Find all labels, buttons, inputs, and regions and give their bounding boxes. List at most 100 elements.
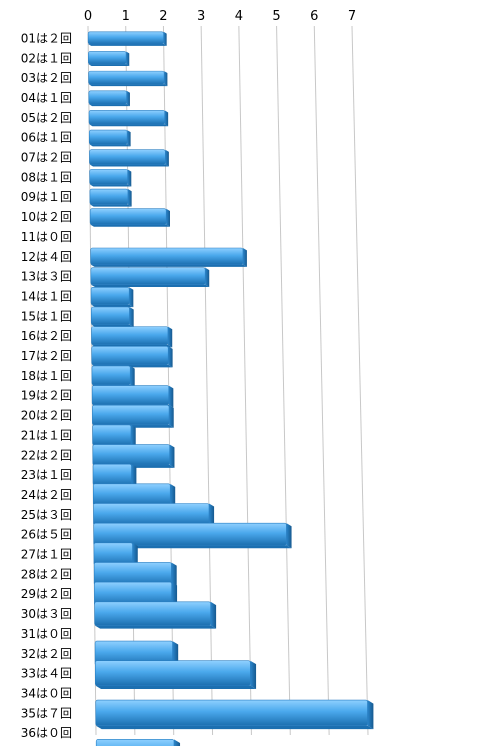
category-label: 12は４回	[21, 250, 72, 264]
category-label: 03は２回	[21, 71, 72, 85]
bar	[91, 365, 131, 386]
x-tick-label: 3	[197, 9, 205, 24]
gridline-x-7	[351, 25, 369, 736]
bar-bottom-face	[93, 545, 292, 549]
bar-end-cap	[169, 405, 174, 428]
category-label: 28は２回	[21, 567, 72, 581]
bar	[89, 208, 167, 225]
category-label: 04は１回	[21, 91, 72, 105]
bar-end-cap	[131, 464, 137, 488]
bar-bottom-face	[90, 284, 210, 288]
category-label: 20は２回	[21, 409, 72, 423]
bar	[91, 326, 169, 346]
category-label: 33は４回	[21, 667, 72, 681]
bar-end-cap	[127, 130, 131, 147]
category-label: 10は２回	[21, 210, 72, 224]
bar-end-cap	[169, 444, 175, 468]
category-label: 01は２回	[21, 31, 72, 45]
category-label: 16は２回	[21, 329, 72, 343]
category-label: 19は２回	[21, 389, 72, 403]
bar	[91, 345, 169, 366]
bar-end-cap	[168, 346, 173, 368]
bar-end-cap	[166, 208, 170, 227]
bar-end-cap	[205, 267, 210, 288]
gridline-x-5	[276, 25, 291, 736]
bar	[88, 70, 165, 85]
category-label: 30は３回	[21, 607, 72, 621]
bar-bottom-face	[95, 725, 374, 730]
gridline-x-6	[313, 25, 330, 736]
bar-bottom-face	[88, 84, 168, 87]
bar-bottom-face	[90, 224, 170, 227]
bar	[94, 601, 211, 626]
category-label: 06は１回	[21, 131, 72, 145]
bar	[90, 306, 130, 325]
bar-end-cap	[127, 169, 132, 187]
bar-end-cap	[167, 326, 173, 348]
bar	[95, 660, 251, 686]
bar-end-cap	[129, 306, 134, 328]
x-tick-label: 6	[310, 9, 318, 24]
bar	[93, 503, 210, 526]
bar	[90, 267, 206, 285]
bar-bottom-face	[89, 164, 169, 167]
bar	[89, 149, 166, 165]
bar-end-cap	[250, 660, 257, 689]
x-tick-label: 7	[348, 9, 356, 24]
category-label: 05は２回	[21, 111, 72, 125]
category-label: 34は０回	[21, 686, 72, 700]
bar	[93, 522, 287, 546]
bar-bottom-face	[88, 104, 130, 107]
bar-bottom-face	[90, 264, 247, 267]
bar-bottom-face	[89, 184, 132, 187]
category-label: 02は１回	[21, 51, 72, 65]
category-label: 17は２回	[21, 349, 72, 363]
bar-bottom-face	[94, 625, 217, 629]
bar-end-cap	[286, 523, 292, 549]
bar-end-cap	[127, 189, 132, 207]
bar	[92, 463, 132, 486]
category-label: 15は１回	[21, 309, 72, 323]
bar-bottom-face	[89, 124, 169, 127]
bar	[88, 129, 128, 145]
gridline-x-4	[238, 25, 252, 736]
bar-bottom-face	[91, 304, 134, 308]
bar	[93, 542, 133, 566]
bar-end-cap	[130, 424, 136, 448]
bar-end-cap	[164, 71, 168, 87]
bar	[88, 51, 127, 65]
bar-bottom-face	[89, 144, 131, 147]
bar-bottom-face	[89, 204, 132, 207]
x-tick-label: 0	[84, 9, 92, 24]
category-label: 29は２回	[21, 587, 72, 601]
category-label: 35は７回	[21, 706, 72, 720]
x-tick-label: 1	[122, 9, 130, 24]
bar	[95, 699, 368, 726]
bar	[95, 739, 175, 746]
category-label: 22は２回	[21, 448, 72, 462]
category-label: 11は０回	[21, 230, 72, 244]
bar	[88, 110, 166, 125]
bar-end-cap	[130, 365, 135, 388]
bar	[92, 404, 170, 426]
bar-end-cap	[367, 700, 374, 730]
bar-end-cap	[170, 483, 176, 509]
bar	[92, 444, 170, 466]
category-label: 09は１回	[21, 190, 72, 204]
category-label: 24は２回	[21, 488, 72, 502]
bar-end-cap	[171, 562, 177, 589]
bar	[89, 169, 128, 185]
category-label: 32は２回	[21, 647, 72, 661]
category-label: 23は１回	[21, 468, 72, 482]
category-label: 07は２回	[21, 151, 72, 165]
bar-end-cap	[168, 385, 174, 408]
category-label: 13は３回	[21, 270, 72, 284]
bar-end-cap	[163, 31, 167, 46]
bar-bottom-face	[95, 685, 257, 689]
category-label: 18は１回	[21, 369, 72, 383]
bar	[87, 31, 164, 45]
bar-end-cap	[126, 90, 130, 107]
bar-end-cap	[165, 149, 169, 167]
x-tick-label: 5	[272, 9, 280, 24]
